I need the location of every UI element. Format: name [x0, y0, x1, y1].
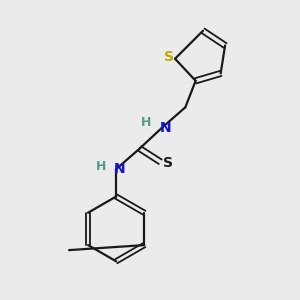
Text: S: S	[163, 156, 173, 170]
Text: H: H	[96, 160, 106, 173]
Text: H: H	[141, 116, 152, 129]
Text: N: N	[113, 162, 125, 176]
Text: S: S	[164, 50, 174, 64]
Text: N: N	[160, 121, 171, 135]
